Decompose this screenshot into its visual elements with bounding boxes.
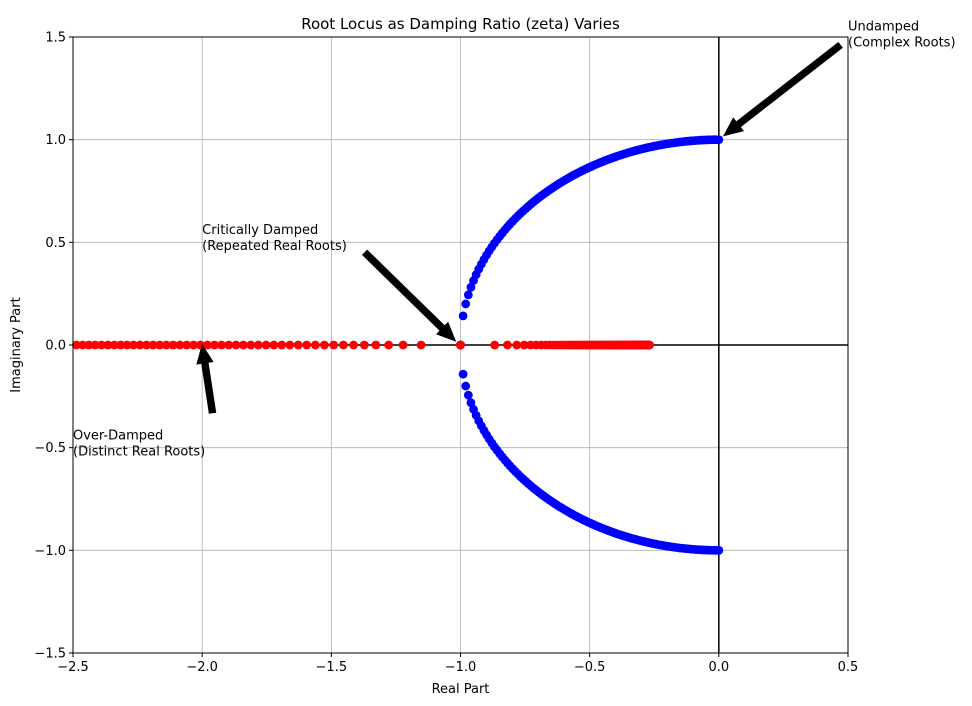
y-tick-label: 1.0 — [45, 133, 66, 148]
annotation-arrow — [196, 343, 217, 414]
real-root-point — [217, 340, 226, 350]
y-tick-label: 0.5 — [45, 236, 66, 251]
complex-root-point — [458, 369, 468, 379]
real-root-point — [148, 340, 158, 350]
annotation-text: Critically Damped — [202, 223, 318, 238]
real-root-point — [253, 340, 263, 350]
real-root-point — [142, 340, 151, 350]
real-root-point — [261, 340, 271, 350]
real-root-point — [72, 340, 81, 350]
complex-root-point — [466, 282, 476, 292]
real-root-point — [116, 340, 126, 350]
real-root-point — [97, 340, 106, 350]
real-root-point — [277, 340, 287, 350]
real-root-point — [231, 340, 241, 350]
y-tick-label: 0.0 — [45, 339, 66, 354]
complex-root-point — [463, 290, 473, 300]
real-root-point — [456, 340, 465, 350]
real-root-point — [155, 340, 165, 350]
real-root-point — [129, 340, 138, 350]
chart-title: Root Locus as Damping Ratio (zeta) Varie… — [301, 15, 620, 33]
real-root-point — [269, 340, 279, 350]
y-axis-ticks: −1.5 −1.0 −0.5 0.0 0.5 1.0 1.5 — [34, 31, 73, 662]
annotation-text: Over-Damped — [73, 428, 163, 443]
real-root-point — [503, 340, 512, 350]
complex-root-point — [463, 390, 473, 400]
x-axis-label: Real Part — [432, 682, 490, 697]
complex-root-point — [461, 299, 471, 309]
annotation-text: Undamped — [848, 20, 919, 35]
real-root-point — [84, 340, 94, 350]
real-root-point — [302, 340, 312, 350]
y-tick-label: −1.0 — [34, 544, 66, 559]
y-tick-label: −0.5 — [34, 441, 66, 456]
real-root-point — [103, 340, 113, 350]
real-root-point — [645, 340, 655, 350]
real-root-point — [384, 340, 393, 350]
real-root-point — [519, 340, 529, 350]
annotations: Undamped(Complex Roots) Critically Damped… — [73, 20, 956, 460]
real-root-point — [246, 340, 256, 350]
annotation-text: (Distinct Real Roots) — [73, 444, 205, 459]
real-root-point — [135, 340, 145, 350]
real-root-point — [175, 340, 185, 350]
real-root-point — [238, 340, 248, 350]
y-tick-label: −1.5 — [34, 647, 66, 662]
real-root-point — [203, 340, 212, 350]
real-root-point — [490, 340, 500, 350]
annotation-text: (Complex Roots) — [848, 36, 956, 51]
real-root-point — [189, 340, 198, 350]
real-root-point — [168, 340, 178, 350]
real-root-point — [319, 340, 329, 350]
complex-root-point — [466, 398, 476, 408]
real-root-point — [359, 340, 369, 350]
real-root-point — [349, 340, 358, 350]
real-root-point — [338, 340, 348, 350]
real-root-point — [398, 340, 408, 350]
x-tick-label: 0.5 — [838, 660, 859, 675]
real-root-point — [416, 340, 426, 350]
annotation-arrow — [723, 41, 843, 137]
x-tick-label: −1.0 — [445, 660, 477, 675]
complex-root-point — [458, 311, 468, 321]
y-axis-label: Imaginary Part — [9, 297, 24, 392]
real-root-point — [182, 340, 192, 350]
real-root-point — [512, 340, 522, 350]
real-root-point — [210, 340, 219, 350]
real-root-point — [109, 340, 119, 350]
real-root-point — [329, 340, 339, 350]
x-tick-label: −2.5 — [57, 660, 89, 675]
x-tick-label: −1.5 — [316, 660, 348, 675]
y-tick-label: 1.5 — [45, 31, 66, 46]
x-tick-label: −2.0 — [186, 660, 218, 675]
x-tick-label: 0.0 — [708, 660, 729, 675]
complex-root-point — [461, 381, 471, 391]
annotation-text: (Repeated Real Roots) — [202, 239, 347, 254]
annotation-arrow — [361, 249, 457, 342]
real-root-point — [293, 340, 303, 350]
real-root-point — [122, 340, 132, 350]
x-tick-label: −0.5 — [574, 660, 606, 675]
real-root-point — [162, 340, 171, 350]
data-points — [72, 135, 724, 555]
x-axis-ticks: −2.5 −2.0 −1.5 −1.0 −0.5 0.0 0.5 — [57, 653, 858, 675]
real-root-point — [224, 340, 234, 350]
real-root-point — [285, 340, 295, 350]
real-root-point — [90, 340, 100, 350]
real-root-point — [78, 340, 88, 350]
complex-root-point — [469, 276, 478, 285]
real-root-point — [310, 340, 320, 350]
complex-root-point — [469, 405, 478, 414]
real-root-point — [371, 340, 381, 350]
